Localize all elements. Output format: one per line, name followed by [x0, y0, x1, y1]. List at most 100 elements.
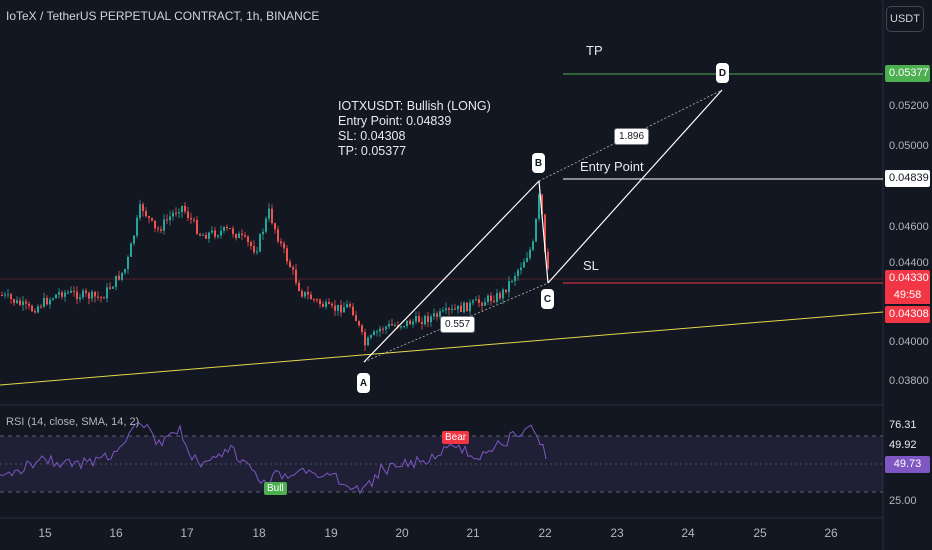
- candle-body: [52, 298, 54, 300]
- candle-body: [376, 331, 378, 333]
- bear-signal-label: Bear: [442, 431, 470, 444]
- price-tick: 0.04400: [889, 257, 929, 269]
- trend-line: [0, 311, 884, 386]
- price-tick: 0.04600: [889, 221, 929, 233]
- bull-signal-label: Bull: [264, 482, 287, 495]
- candle-body: [13, 299, 15, 304]
- candle-body: [169, 216, 171, 221]
- candle-body: [106, 287, 108, 299]
- candle-body: [313, 299, 315, 301]
- candle-body: [529, 249, 531, 258]
- candle-body: [64, 292, 66, 297]
- candle-body: [355, 315, 357, 322]
- candle-body: [436, 313, 438, 317]
- candle-body: [136, 217, 138, 236]
- time-tick: 22: [538, 526, 552, 540]
- candle-body: [283, 243, 285, 249]
- candle-body: [352, 306, 354, 316]
- candle-body: [241, 233, 243, 236]
- candle-body: [346, 304, 348, 308]
- candle-body: [532, 241, 534, 250]
- candle-body: [58, 292, 60, 295]
- candle-body: [430, 316, 432, 323]
- candle-body: [475, 299, 477, 301]
- candle-body: [265, 218, 267, 232]
- candle-body: [181, 205, 183, 213]
- candle-body: [133, 235, 135, 244]
- candle-body: [88, 292, 90, 299]
- candle-body: [232, 228, 234, 235]
- candle-body: [82, 290, 84, 298]
- candle-body: [211, 230, 213, 233]
- candle-body: [97, 296, 99, 298]
- candle-body: [121, 272, 123, 280]
- candle-body: [304, 291, 306, 297]
- candle-body: [286, 248, 288, 262]
- annotation-line-4: TP: 0.05377: [338, 144, 407, 158]
- point-c-label[interactable]: C: [541, 289, 554, 309]
- candle-body: [190, 218, 192, 220]
- price-tick: 0.03800: [889, 375, 929, 387]
- candle-body: [292, 267, 294, 270]
- candle-body: [418, 316, 420, 323]
- currency-button[interactable]: USDT: [886, 6, 924, 32]
- candle-body: [547, 251, 549, 269]
- candle-body: [208, 232, 210, 239]
- point-b-label[interactable]: B: [532, 153, 545, 173]
- candle-body: [49, 299, 51, 305]
- candle-body: [385, 326, 387, 330]
- candle-body: [178, 212, 180, 214]
- point-a-label[interactable]: A: [357, 373, 370, 393]
- candle-body: [472, 300, 474, 303]
- rsi-indicator-title[interactable]: RSI (14, close, SMA, 14, 2): [6, 416, 140, 428]
- ratio-bd-label[interactable]: 1.896: [614, 128, 650, 145]
- chart-title: IoTeX / TetherUS PERPETUAL CONTRACT, 1h,…: [6, 9, 320, 23]
- rsi-tick: 76.31: [889, 419, 917, 431]
- candle-body: [259, 234, 261, 252]
- candle-body: [301, 290, 303, 297]
- ratio-ac-label[interactable]: 0.557: [440, 316, 476, 333]
- candle-body: [490, 295, 492, 301]
- entry-price-tag: 0.04839: [885, 170, 930, 187]
- candle-body: [127, 256, 129, 270]
- candle-body: [175, 212, 177, 214]
- candle-body: [139, 204, 141, 218]
- candle-body: [379, 328, 381, 332]
- candle-body: [10, 294, 12, 300]
- candle-body: [409, 320, 411, 325]
- candle-body: [28, 303, 30, 306]
- candle-body: [85, 290, 87, 293]
- candle-body: [205, 234, 207, 239]
- candle-body: [412, 321, 414, 325]
- candle-body: [46, 297, 48, 305]
- candle-body: [202, 234, 204, 236]
- candle-body: [238, 233, 240, 239]
- candle-body: [478, 299, 480, 303]
- candle-body: [1, 295, 3, 296]
- time-tick: 26: [824, 526, 838, 540]
- candle-body: [463, 302, 465, 313]
- candle-body: [280, 241, 282, 244]
- candle-body: [256, 251, 258, 253]
- entry-label: Entry Point: [580, 159, 644, 174]
- candle-body: [424, 316, 426, 325]
- candle-body: [67, 292, 69, 294]
- candle-body: [217, 235, 219, 237]
- candle-body: [421, 322, 423, 325]
- candle-body: [250, 242, 252, 246]
- sl-price-tag: 0.04308: [885, 306, 930, 323]
- candle-body: [514, 276, 516, 282]
- candle-body: [37, 306, 39, 313]
- rsi-tick: 25.00: [889, 495, 917, 507]
- candle-body: [307, 291, 309, 295]
- candle-body: [310, 294, 312, 300]
- annotation-line-1: IOTXUSDT: Bullish (LONG): [338, 99, 491, 113]
- candle-body: [520, 267, 522, 271]
- candle-body: [262, 231, 264, 235]
- candle-body: [196, 220, 198, 234]
- candle-body: [445, 308, 447, 311]
- candle-body: [484, 301, 486, 306]
- candle-body: [382, 328, 384, 330]
- point-d-label[interactable]: D: [716, 63, 729, 83]
